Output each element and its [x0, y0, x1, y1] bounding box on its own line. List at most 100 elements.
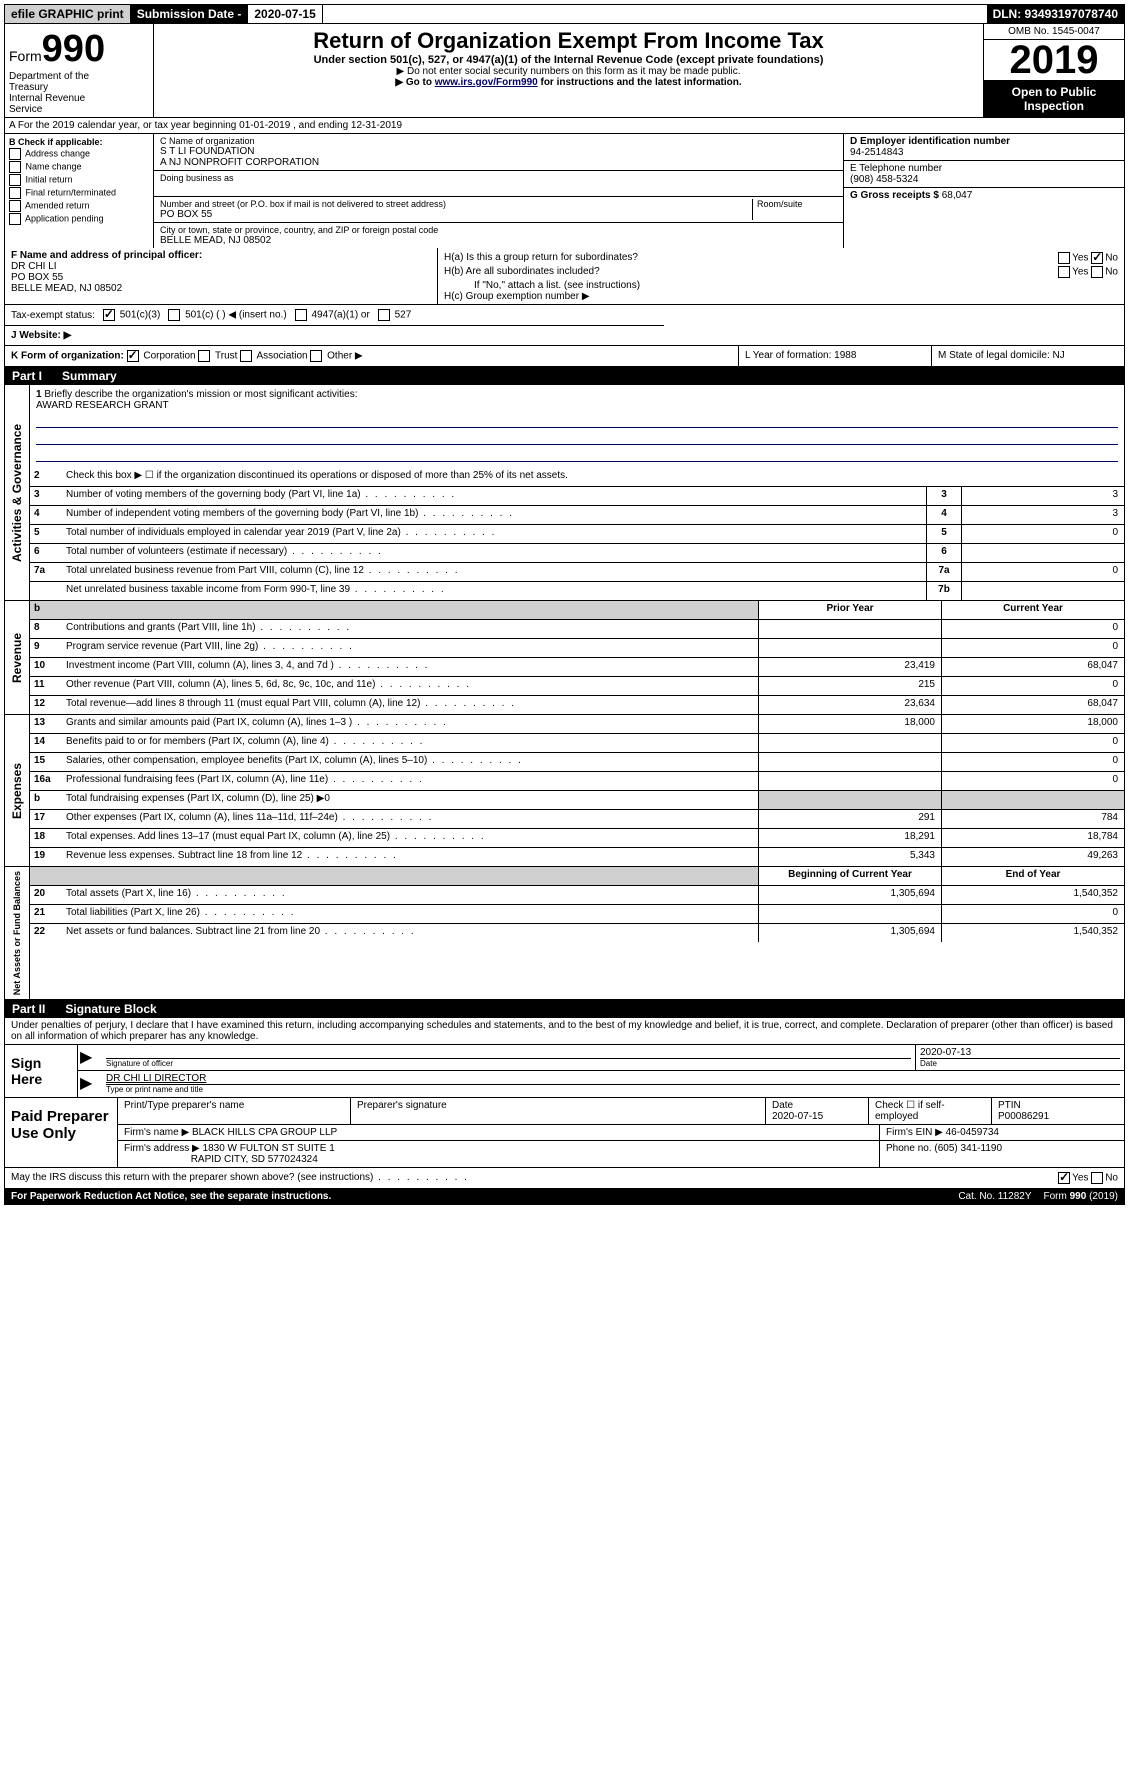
other-checkbox[interactable]	[310, 350, 322, 362]
address-change-checkbox[interactable]	[9, 148, 21, 160]
top-bar: efile GRAPHIC print Submission Date - 20…	[4, 4, 1125, 24]
org-name-label: C Name of organization	[160, 136, 837, 146]
inspection-notice: Open to Public Inspection	[984, 81, 1124, 117]
prior-value: 23,634	[758, 696, 941, 714]
address-label: Number and street (or P.O. box if mail i…	[160, 199, 752, 209]
gross-receipts-label: G Gross receipts $	[850, 190, 942, 201]
footer: For Paperwork Reduction Act Notice, see …	[4, 1189, 1125, 1205]
end-value: 1,540,352	[941, 924, 1124, 942]
ptin-value: P00086291	[998, 1111, 1049, 1122]
department: Department of theTreasuryInternal Revenu…	[9, 71, 89, 115]
paid-preparer-label: Paid Preparer Use Only	[5, 1098, 118, 1167]
corp-checkbox[interactable]	[127, 350, 139, 362]
current-value: 18,784	[941, 829, 1124, 847]
submission-date: 2020-07-15	[248, 5, 322, 23]
prior-year-header: Prior Year	[758, 601, 941, 619]
ha-no-checkbox[interactable]	[1091, 252, 1103, 264]
summary-line-label: Program service revenue (Part VIII, line…	[62, 639, 758, 657]
city-label: City or town, state or province, country…	[160, 225, 837, 235]
summary-line-label: Grants and similar amounts paid (Part IX…	[62, 715, 758, 733]
current-value: 68,047	[941, 658, 1124, 676]
ein-value: 94-2514843	[850, 147, 903, 158]
summary-line-label: Total revenue—add lines 8 through 11 (mu…	[62, 696, 758, 714]
line-box: 3	[926, 487, 961, 505]
ein-label: D Employer identification number	[850, 136, 1010, 147]
current-value: 0	[941, 772, 1124, 790]
tax-exempt-label: Tax-exempt status:	[11, 310, 95, 321]
line-value	[961, 544, 1124, 562]
form-subtitle: Under section 501(c), 527, or 4947(a)(1)…	[158, 54, 979, 66]
preparer-sig-header: Preparer's signature	[351, 1098, 766, 1124]
line-value: 0	[961, 563, 1124, 581]
entity-block: B Check if applicable: Address change Na…	[4, 134, 1125, 248]
trust-checkbox[interactable]	[198, 350, 210, 362]
527-checkbox[interactable]	[378, 309, 390, 321]
summary-line-label: Total expenses. Add lines 13–17 (must eq…	[62, 829, 758, 847]
name-change-checkbox[interactable]	[9, 161, 21, 173]
room-label: Room/suite	[757, 199, 837, 209]
current-value: 68,047	[941, 696, 1124, 714]
4947-checkbox[interactable]	[295, 309, 307, 321]
prior-value	[758, 734, 941, 752]
summary-line-label: Salaries, other compensation, employee b…	[62, 753, 758, 771]
website-row: J Website: ▶	[4, 326, 664, 346]
city-state-zip: BELLE MEAD, NJ 08502	[160, 235, 837, 246]
officer-group-row: F Name and address of principal officer:…	[4, 248, 1125, 305]
summary-line-label: Total assets (Part X, line 16)	[62, 886, 758, 904]
hb-yes-checkbox[interactable]	[1058, 266, 1070, 278]
current-value	[941, 791, 1124, 809]
begin-value: 1,305,694	[758, 886, 941, 904]
discuss-row: May the IRS discuss this return with the…	[4, 1168, 1125, 1189]
officer-label: F Name and address of principal officer:	[11, 250, 202, 261]
final-return-checkbox[interactable]	[9, 187, 21, 199]
irs-link[interactable]: www.irs.gov/Form990	[435, 77, 538, 88]
expenses-label: Expenses	[5, 715, 30, 866]
current-value: 784	[941, 810, 1124, 828]
preparer-date: 2020-07-15	[772, 1111, 823, 1122]
firm-ein: 46-0459734	[946, 1127, 999, 1138]
submission-date-label: Submission Date -	[131, 5, 249, 23]
501c-checkbox[interactable]	[168, 309, 180, 321]
org-name-2: A NJ NONPROFIT CORPORATION	[160, 157, 837, 168]
netassets-label: Net Assets or Fund Balances	[5, 867, 30, 999]
amended-return-checkbox[interactable]	[9, 200, 21, 212]
preparer-name-header: Print/Type preparer's name	[118, 1098, 351, 1124]
governance-label: Activities & Governance	[5, 385, 30, 600]
hb-no-checkbox[interactable]	[1091, 266, 1103, 278]
application-pending-checkbox[interactable]	[9, 213, 21, 225]
summary-line-label: Number of independent voting members of …	[62, 506, 926, 524]
end-value: 0	[941, 905, 1124, 923]
prior-value: 23,419	[758, 658, 941, 676]
ha-label: H(a) Is this a group return for subordin…	[444, 252, 638, 264]
current-value: 0	[941, 753, 1124, 771]
efile-print-button[interactable]: efile GRAPHIC print	[5, 5, 131, 23]
initial-return-checkbox[interactable]	[9, 174, 21, 186]
prior-value	[758, 772, 941, 790]
line-box: 5	[926, 525, 961, 543]
discuss-yes-checkbox[interactable]	[1058, 1172, 1070, 1184]
revenue-label: Revenue	[5, 601, 30, 714]
501c3-checkbox[interactable]	[103, 309, 115, 321]
ha-yes-checkbox[interactable]	[1058, 252, 1070, 264]
instructions-link: ▶ Go to www.irs.gov/Form990 for instruct…	[158, 77, 979, 88]
begin-value	[758, 905, 941, 923]
assoc-checkbox[interactable]	[240, 350, 252, 362]
part1-header: Part ISummary	[4, 367, 1125, 385]
summary-line-label: Benefits paid to or for members (Part IX…	[62, 734, 758, 752]
officer-printed-name: DR CHI LI DIRECTOR	[106, 1073, 1120, 1084]
line-value: 3	[961, 506, 1124, 524]
prior-value	[758, 791, 941, 809]
part2-header: Part IISignature Block	[4, 1000, 1125, 1018]
summary-line-label: Total number of individuals employed in …	[62, 525, 926, 543]
sig-officer-label: Signature of officer	[106, 1058, 911, 1068]
summary-line-label: Number of voting members of the governin…	[62, 487, 926, 505]
form-header: Form990 Department of theTreasuryInterna…	[4, 24, 1125, 118]
prior-value: 18,291	[758, 829, 941, 847]
prior-value: 215	[758, 677, 941, 695]
org-name: S T LI FOUNDATION	[160, 146, 837, 157]
prior-value: 291	[758, 810, 941, 828]
line-box: 7a	[926, 563, 961, 581]
discuss-no-checkbox[interactable]	[1091, 1172, 1103, 1184]
line-value: 0	[961, 525, 1124, 543]
state-domicile: M State of legal domicile: NJ	[932, 346, 1124, 366]
